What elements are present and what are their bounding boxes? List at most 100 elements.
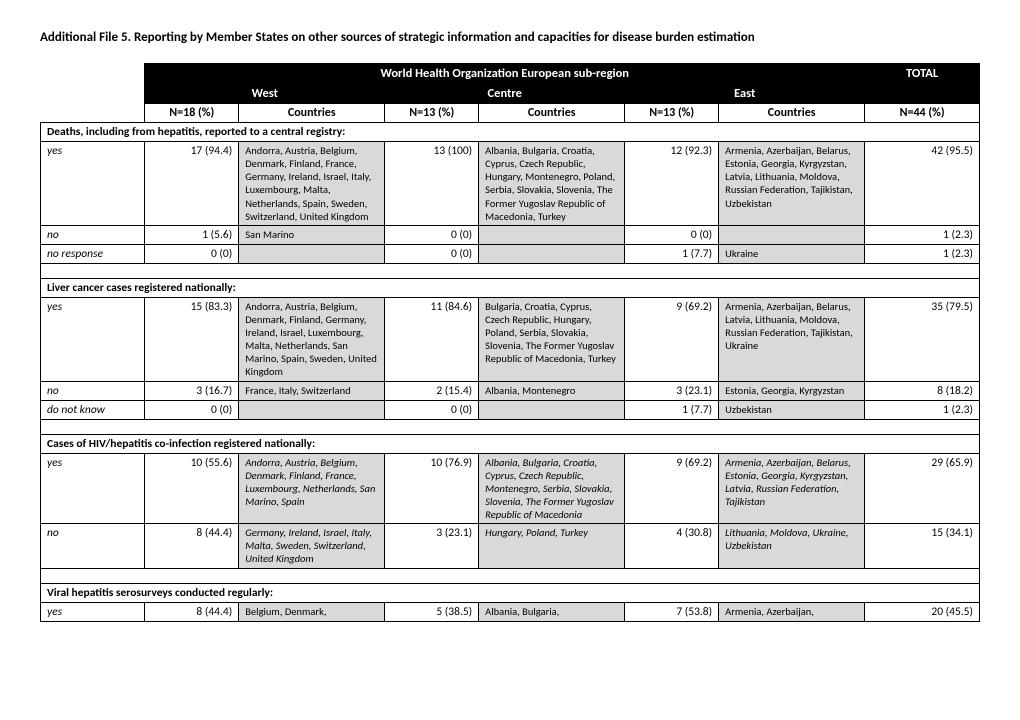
west-countries: Andorra, Austria, Belgium, Denmark, Finl… — [239, 297, 385, 381]
section-header-row: Viral hepatitis serosurveys conducted re… — [41, 583, 980, 602]
west-value: 8 (44.4) — [145, 602, 239, 621]
section-title: Cases of HIV/hepatitis co-infection regi… — [41, 434, 980, 453]
east-value: 7 (53.8) — [625, 602, 719, 621]
total-value: 1 (2.3) — [865, 244, 980, 263]
east-value: 9 (69.2) — [625, 453, 719, 524]
header-super: World Health Organization European sub-r… — [145, 64, 865, 84]
row-label: no — [41, 225, 145, 244]
centre-value: 11 (84.6) — [385, 297, 479, 381]
col-west-c: Countries — [239, 104, 385, 123]
east-value: 12 (92.3) — [625, 142, 719, 226]
total-value: 1 (2.3) — [865, 400, 980, 419]
spacer-row — [41, 263, 980, 278]
west-value: 10 (55.6) — [145, 453, 239, 524]
east-countries: Armenia, Azerbaijan, Belarus, Estonia, G… — [719, 142, 865, 226]
centre-countries: Bulgaria, Croatia, Cyprus, Czech Republi… — [479, 297, 625, 381]
total-value: 35 (79.5) — [865, 297, 980, 381]
east-value: 0 (0) — [625, 225, 719, 244]
row-label: no — [41, 381, 145, 400]
centre-value: 0 (0) — [385, 225, 479, 244]
east-countries: Lithuania, Moldova, Ukraine, Uzbekistan — [719, 524, 865, 568]
east-countries: Armenia, Azerbaijan, Belarus, Latvia, Li… — [719, 297, 865, 381]
west-value: 0 (0) — [145, 400, 239, 419]
section-title: Liver cancer cases registered nationally… — [41, 278, 980, 297]
east-value: 3 (23.1) — [625, 381, 719, 400]
col-west-n: N=18 (%) — [145, 104, 239, 123]
col-centre-n: N=13 (%) — [385, 104, 479, 123]
east-countries: Uzbekistan — [719, 400, 865, 419]
centre-countries — [479, 244, 625, 263]
centre-countries: Albania, Bulgaria, Croatia, Cyprus, Czec… — [479, 453, 625, 524]
section-header-row: Liver cancer cases registered nationally… — [41, 278, 980, 297]
west-value: 17 (94.4) — [145, 142, 239, 226]
total-value: 42 (95.5) — [865, 142, 980, 226]
east-countries — [719, 225, 865, 244]
table-row: no response0 (0)0 (0)1 (7.7)Ukraine1 (2.… — [41, 244, 980, 263]
total-value: 29 (65.9) — [865, 453, 980, 524]
centre-value: 2 (15.4) — [385, 381, 479, 400]
east-value: 9 (69.2) — [625, 297, 719, 381]
east-countries: Ukraine — [719, 244, 865, 263]
west-value: 0 (0) — [145, 244, 239, 263]
table-row: yes8 (44.4)Belgium, Denmark,5 (38.5)Alba… — [41, 602, 980, 621]
west-countries — [239, 400, 385, 419]
centre-countries — [479, 225, 625, 244]
table-row: no1 (5.6)San Marino0 (0)0 (0)1 (2.3) — [41, 225, 980, 244]
west-countries: Andorra, Austria, Belgium, Denmark, Finl… — [239, 142, 385, 226]
west-countries: France, Italy, Switzerland — [239, 381, 385, 400]
main-table: World Health Organization European sub-r… — [40, 63, 980, 622]
table-row: yes17 (94.4)Andorra, Austria, Belgium, D… — [41, 142, 980, 226]
row-label: yes — [41, 602, 145, 621]
west-value: 8 (44.4) — [145, 524, 239, 568]
east-countries: Estonia, Georgia, Kyrgyzstan — [719, 381, 865, 400]
spacer-row — [41, 568, 980, 583]
west-countries: Germany, Ireland, Israel, Italy, Malta, … — [239, 524, 385, 568]
col-total-n: N=44 (%) — [865, 104, 980, 123]
centre-value: 3 (23.1) — [385, 524, 479, 568]
table-row: yes15 (83.3)Andorra, Austria, Belgium, D… — [41, 297, 980, 381]
section-header-row: Deaths, including from hepatitis, report… — [41, 123, 980, 142]
row-label: do not know — [41, 400, 145, 419]
west-countries — [239, 244, 385, 263]
row-label: yes — [41, 453, 145, 524]
centre-value: 10 (76.9) — [385, 453, 479, 524]
row-label: no — [41, 524, 145, 568]
centre-countries — [479, 400, 625, 419]
section-title: Deaths, including from hepatitis, report… — [41, 123, 980, 142]
east-countries: Armenia, Azerbaijan, — [719, 602, 865, 621]
header-east: East — [625, 84, 865, 104]
east-value: 1 (7.7) — [625, 400, 719, 419]
row-label: yes — [41, 142, 145, 226]
west-value: 1 (5.6) — [145, 225, 239, 244]
west-countries: San Marino — [239, 225, 385, 244]
centre-countries: Albania, Bulgaria, Croatia, Cyprus, Czec… — [479, 142, 625, 226]
section-header-row: Cases of HIV/hepatitis co-infection regi… — [41, 434, 980, 453]
east-countries: Armenia, Azerbaijan, Belarus, Estonia, G… — [719, 453, 865, 524]
centre-countries: Hungary, Poland, Turkey — [479, 524, 625, 568]
section-title: Viral hepatitis serosurveys conducted re… — [41, 583, 980, 602]
total-value: 20 (45.5) — [865, 602, 980, 621]
centre-value: 0 (0) — [385, 400, 479, 419]
west-value: 3 (16.7) — [145, 381, 239, 400]
col-east-n: N=13 (%) — [625, 104, 719, 123]
col-east-c: Countries — [719, 104, 865, 123]
row-label: no response — [41, 244, 145, 263]
centre-countries: Albania, Bulgaria, — [479, 602, 625, 621]
table-row: no8 (44.4)Germany, Ireland, Israel, Ital… — [41, 524, 980, 568]
total-value: 15 (34.1) — [865, 524, 980, 568]
table-row: do not know0 (0)0 (0)1 (7.7)Uzbekistan1 … — [41, 400, 980, 419]
centre-value: 0 (0) — [385, 244, 479, 263]
east-value: 4 (30.8) — [625, 524, 719, 568]
table-body: Deaths, including from hepatitis, report… — [41, 123, 980, 622]
east-value: 1 (7.7) — [625, 244, 719, 263]
table-row: yes10 (55.6)Andorra, Austria, Belgium, D… — [41, 453, 980, 524]
spacer-row — [41, 419, 980, 434]
table-header: World Health Organization European sub-r… — [41, 64, 980, 123]
total-value: 1 (2.3) — [865, 225, 980, 244]
total-value: 8 (18.2) — [865, 381, 980, 400]
west-countries: Andorra, Austria, Belgium, Denmark, Finl… — [239, 453, 385, 524]
centre-value: 5 (38.5) — [385, 602, 479, 621]
centre-countries: Albania, Montenegro — [479, 381, 625, 400]
header-centre: Centre — [385, 84, 625, 104]
col-centre-c: Countries — [479, 104, 625, 123]
